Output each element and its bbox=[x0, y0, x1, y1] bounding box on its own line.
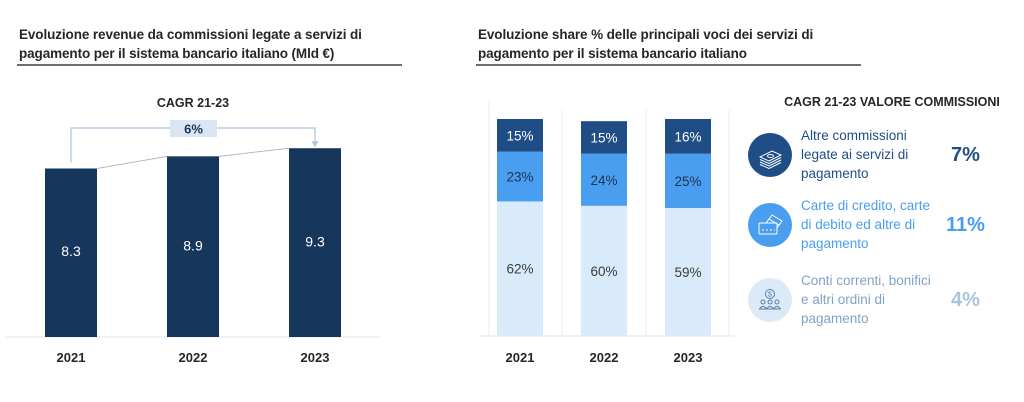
legend-item-conti-correnti: $ Conti correnti, bonifici e altri ordin… bbox=[748, 271, 1018, 331]
chart2-segment-label-2021-s0: 62% bbox=[506, 262, 533, 277]
legend-item-carte: Carte di credito, carte di debito ed alt… bbox=[748, 196, 1018, 256]
chart2-segment-2022-s1 bbox=[581, 153, 627, 206]
svg-text:$: $ bbox=[768, 292, 772, 299]
chart1-title-rule bbox=[17, 64, 402, 66]
chart1-bar-2023 bbox=[289, 148, 341, 337]
chart2-segment-2021-s2 bbox=[497, 119, 543, 152]
chart2-segment-label-2021-s2: 15% bbox=[506, 128, 533, 143]
chart1-trend-line bbox=[96, 155, 168, 170]
legend-cagr-value: 7% bbox=[951, 144, 980, 166]
chart2-x-tick-2022: 2022 bbox=[590, 350, 619, 365]
chart1-trend-line bbox=[218, 147, 290, 157]
legend-cagr-value: 4% bbox=[951, 289, 980, 311]
chart2-title: Evoluzione share % delle principali voci… bbox=[478, 27, 814, 61]
chart2-segment-2023-s2 bbox=[665, 119, 711, 154]
side-panel-title: CAGR 21-23 VALORE COMMISSIONI bbox=[784, 95, 1000, 109]
chart2-segment-2023-s0 bbox=[665, 207, 711, 336]
chart2-segment-2021-s0 bbox=[497, 201, 543, 336]
chart1-title: Evoluzione revenue da commissioni legate… bbox=[19, 27, 362, 61]
chart2-segment-label-2022-s1: 24% bbox=[590, 173, 617, 188]
legend-label: Carte di credito, carte di debito ed alt… bbox=[801, 198, 931, 251]
chart1-cagr-box bbox=[170, 120, 217, 137]
banknotes-icon bbox=[748, 133, 792, 177]
chart1-cagr-value: 6% bbox=[184, 122, 203, 137]
legend-label: Altre commissioni legate ai servizi di p… bbox=[801, 128, 909, 181]
chart2-segment-2023-s1 bbox=[665, 153, 711, 208]
chart2-segment-2022-s0 bbox=[581, 205, 627, 336]
people-dollar-icon: $ bbox=[748, 278, 792, 322]
chart2-segment-label-2022-s2: 15% bbox=[590, 130, 617, 145]
legend-label: Conti correnti, bonifici e altri ordini … bbox=[801, 273, 931, 326]
chart1-value-label-2022: 8.9 bbox=[183, 237, 203, 253]
chart2-x-tick-2021: 2021 bbox=[506, 350, 535, 365]
chart2-segment-2021-s1 bbox=[497, 151, 543, 202]
chart2-segment-label-2023-s2: 16% bbox=[674, 129, 701, 144]
credit-card-icon bbox=[748, 203, 792, 247]
chart1-cagr-heading: CAGR 21-23 bbox=[157, 96, 229, 110]
chart2-title-rule bbox=[476, 64, 861, 66]
chart2-segment-label-2022-s0: 60% bbox=[590, 264, 617, 279]
chart1-bar-2021 bbox=[45, 168, 97, 337]
chart2-segment-2022-s2 bbox=[581, 121, 627, 154]
chart1-x-tick-2021: 2021 bbox=[57, 350, 86, 365]
chart2-segment-label-2021-s1: 23% bbox=[506, 170, 533, 185]
legend-cagr-value: 11% bbox=[946, 214, 985, 236]
chart2-segment-label-2023-s1: 25% bbox=[674, 174, 701, 189]
chart1-cagr-arrowhead bbox=[311, 141, 319, 148]
chart2-x-tick-2023: 2023 bbox=[674, 350, 703, 365]
chart1-x-tick-2023: 2023 bbox=[301, 350, 330, 365]
chart1-value-label-2023: 9.3 bbox=[305, 233, 325, 249]
chart1-value-label-2021: 8.3 bbox=[61, 243, 81, 259]
chart2-segment-label-2023-s0: 59% bbox=[674, 265, 701, 280]
chart1-bar-2022 bbox=[167, 156, 219, 337]
legend-item-altre-commissioni: Altre commissioni legate ai servizi di p… bbox=[748, 126, 1018, 186]
chart1-x-tick-2022: 2022 bbox=[179, 350, 208, 365]
